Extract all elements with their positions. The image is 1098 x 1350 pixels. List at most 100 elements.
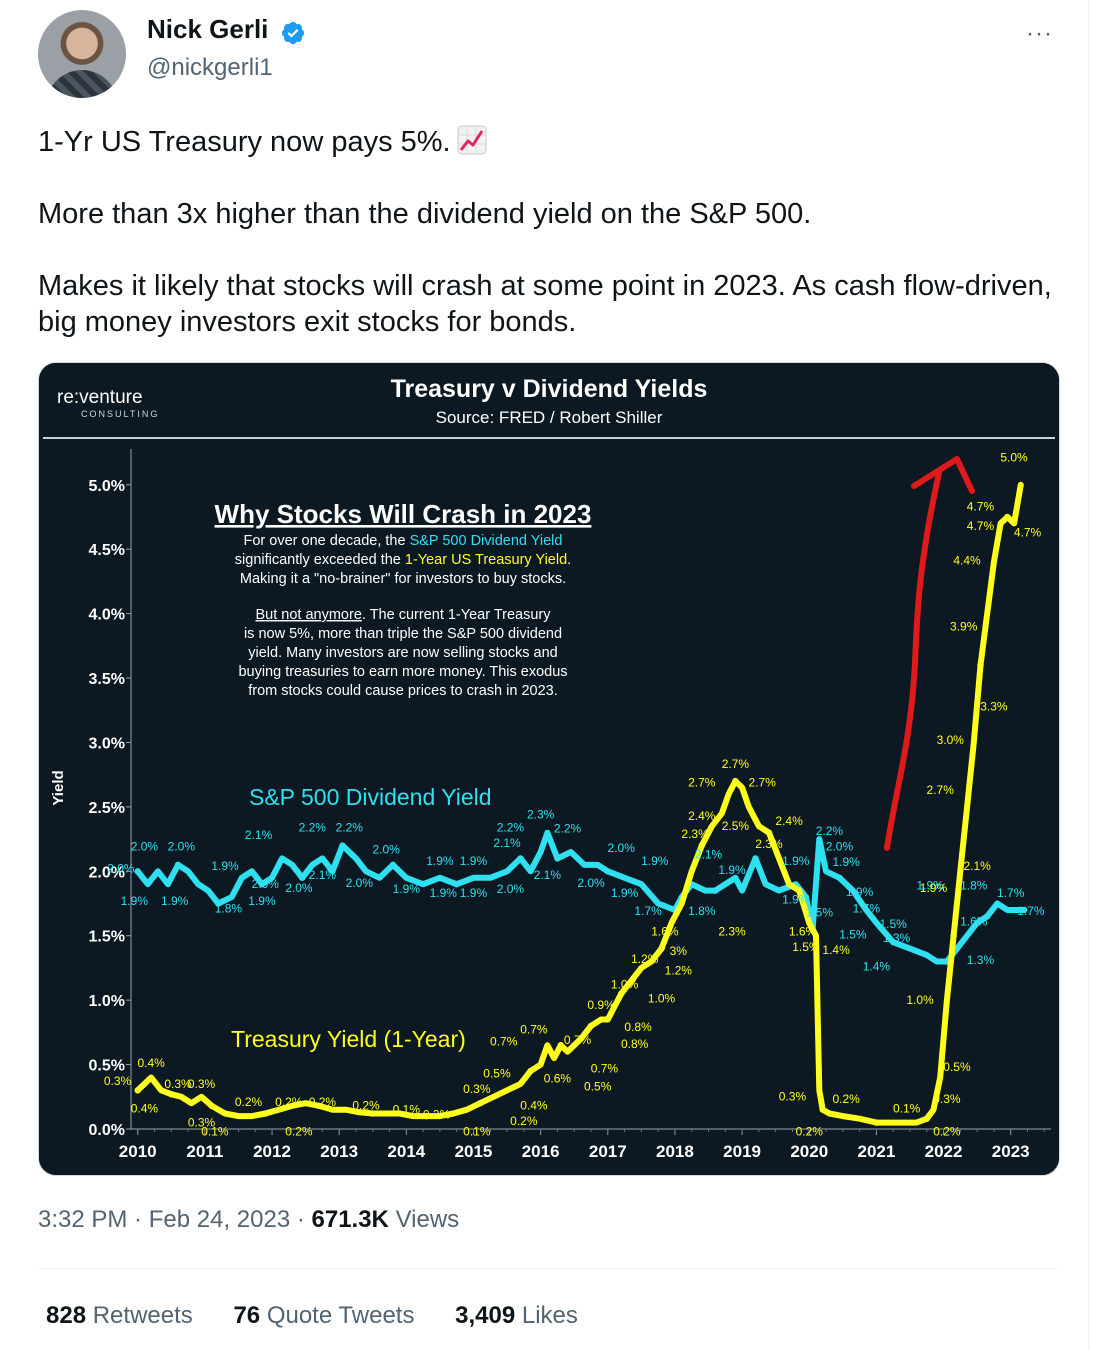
sp500-dividend-line-point — [258, 880, 266, 888]
sp500-dividend-line-point — [984, 913, 991, 920]
sp500-data-label: 1.9% — [782, 893, 810, 907]
sp500-data-label: 2.1% — [245, 828, 273, 842]
treasury-data-label: 0.8% — [624, 1020, 652, 1034]
views-count: 671.3K — [311, 1206, 389, 1233]
retweets-stat[interactable]: 828 Retweets — [46, 1302, 193, 1329]
treasury-data-label: 0.4% — [520, 1099, 548, 1113]
treasury-yield-line-point — [618, 990, 625, 997]
x-tick-label: 2019 — [723, 1142, 761, 1161]
sp500-dividend-line-point — [453, 880, 460, 888]
sp500-dividend-line-point — [517, 855, 524, 862]
treasury-data-label: 1.0% — [906, 993, 934, 1007]
x-tick-label: 2010 — [119, 1142, 157, 1161]
sp500-dividend-line-point — [174, 861, 182, 869]
annotation-text: buying treasuries to earn more money. Th… — [238, 664, 567, 680]
treasury-yield-line-point — [587, 1022, 595, 1030]
avatar[interactable] — [38, 10, 126, 98]
treasury-data-label: 0.3% — [463, 1082, 491, 1096]
treasury-data-label: 0.5% — [483, 1066, 511, 1080]
sp500-data-label: 1.9% — [916, 878, 944, 892]
treasury-yield-line-point — [168, 1091, 175, 1098]
annotation-block: Why Stocks Will Crash in 2023 For over o… — [215, 499, 592, 699]
treasury-data-label: 0.5% — [943, 1060, 971, 1074]
x-tick-label: 2014 — [387, 1142, 425, 1161]
chart-title: Treasury v Dividend Yields — [391, 375, 708, 403]
x-tick-label: 2015 — [455, 1142, 493, 1161]
sp500-data-label: 2.0% — [608, 841, 636, 855]
treasury-data-label: 0.2% — [833, 1092, 861, 1106]
sp500-data-label: 1.9% — [426, 854, 454, 868]
treasury-yield-line-point — [476, 1100, 484, 1107]
treasury-data-label: 4.7% — [1014, 525, 1042, 539]
treasury-yield-line-point — [369, 1110, 376, 1117]
treasury-data-label: 3.9% — [950, 619, 978, 633]
sp500-data-label: 1.9% — [846, 885, 874, 899]
y-tick-label: 1.5% — [89, 929, 125, 946]
sp500-data-label: 1.5% — [839, 927, 867, 941]
treasury-data-label: 2.3% — [718, 925, 746, 939]
treasury-data-label: 1.4% — [822, 943, 850, 957]
quote-tweets-stat[interactable]: 76 Quote Tweets — [233, 1302, 415, 1329]
treasury-data-label: 2.7% — [749, 775, 777, 789]
y-tick-label: 2.5% — [89, 800, 125, 817]
tweet-time[interactable]: 3:32 PM — [38, 1206, 128, 1233]
treasury-data-label: 0.4% — [131, 1101, 159, 1115]
tweet-date[interactable]: Feb 24, 2023 — [148, 1206, 291, 1233]
author-name[interactable]: Nick Gerli — [147, 14, 269, 44]
sp500-data-label: 1.8% — [688, 904, 716, 918]
tweet-media-chart[interactable]: re:venture CONSULTING Treasury v Dividen… — [38, 362, 1060, 1176]
treasury-data-label: 0.2% — [796, 1124, 824, 1138]
author-handle[interactable]: @nickgerli1 — [147, 54, 273, 81]
treasury-data-label: 2.7% — [688, 775, 716, 789]
treasury-yield-line-point — [557, 1042, 564, 1049]
tweet-meta: 3:32 PM · Feb 24, 2023 · 671.3K Views — [38, 1206, 460, 1233]
sp500-data-label: 2.3% — [527, 807, 555, 821]
treasury-yield-line-point — [732, 777, 739, 785]
treasury-data-label: 0.3% — [104, 1074, 132, 1088]
treasury-data-label: 0.7% — [591, 1061, 619, 1075]
more-options-icon[interactable]: ··· — [1026, 20, 1053, 47]
treasury-data-label: 0.8% — [621, 1037, 649, 1051]
chart-axes: 0.0% 0.5% 1.0% 1.5% 2.0% 2.5% 3.0% 3.5% 4.0% 4.5%… — [89, 449, 1051, 1161]
treasury-data-label: 1.6% — [789, 925, 817, 939]
treasury-data-label: 4.7% — [967, 519, 995, 533]
treasury-yield-line-point — [977, 661, 984, 669]
annotation-text: Making it a "no-brainer" for investors t… — [240, 571, 566, 587]
red-arrow-annotation — [884, 456, 975, 851]
x-tick-label: 2013 — [320, 1142, 358, 1161]
annotation-text: . The current 1-Year Treasury — [362, 607, 551, 623]
treasury-yield-line-point — [208, 1102, 215, 1110]
tweet-paragraph-1: 1-Yr US Treasury now pays 5%. — [38, 126, 451, 158]
legend-sp500: S&P 500 Dividend Yield — [249, 784, 492, 810]
treasury-yield-line-point — [423, 1112, 430, 1120]
sp500-data-label: 1.3% — [883, 931, 911, 945]
treasury-yield-line — [134, 481, 1024, 1126]
treasury-data-label: 0.5% — [584, 1079, 612, 1093]
treasury-data-label: 1.5% — [792, 940, 820, 954]
treasury-data-label: 1.2% — [665, 963, 693, 977]
sp500-dividend-line-point — [215, 900, 222, 907]
treasury-data-label: 1.0% — [611, 978, 639, 992]
sp500-data-label: 2.0% — [346, 876, 374, 890]
likes-stat[interactable]: 3,409 Likes — [455, 1302, 578, 1329]
treasury-data-label: 2.5% — [722, 819, 750, 833]
chart-data-labels: 2.0%2.0% 2.0%1.9% 1.9%1.9%1.8%2.1%2.0%1.9%… — [104, 451, 1045, 1139]
sp500-data-label: 2.2% — [336, 820, 364, 834]
treasury-data-label: 2.7% — [927, 783, 955, 797]
chart-subtitle: Source: FRED / Robert Shiller — [436, 408, 663, 427]
treasury-data-label: 0.1% — [201, 1124, 229, 1138]
annotation-text: For over one decade, the — [244, 533, 410, 549]
treasury-data-label: 0.3% — [164, 1077, 192, 1091]
y-tick-label: 2.0% — [89, 864, 125, 881]
sp500-data-label: 1.7% — [997, 886, 1025, 900]
chart-lines — [134, 481, 1028, 1126]
sp500-data-label: 2.0% — [168, 840, 196, 854]
treasury-yield-line-point — [806, 919, 813, 927]
y-tick-label: 1.0% — [89, 993, 125, 1010]
x-tick-label: 2021 — [857, 1142, 895, 1161]
sp500-data-label: 1.9% — [833, 855, 861, 869]
treasury-data-label: 3.0% — [937, 733, 965, 747]
sp500-data-label: 1.9% — [430, 886, 458, 900]
sp500-dividend-line-point — [712, 887, 719, 894]
sp500-data-label: 2.0% — [826, 840, 854, 854]
